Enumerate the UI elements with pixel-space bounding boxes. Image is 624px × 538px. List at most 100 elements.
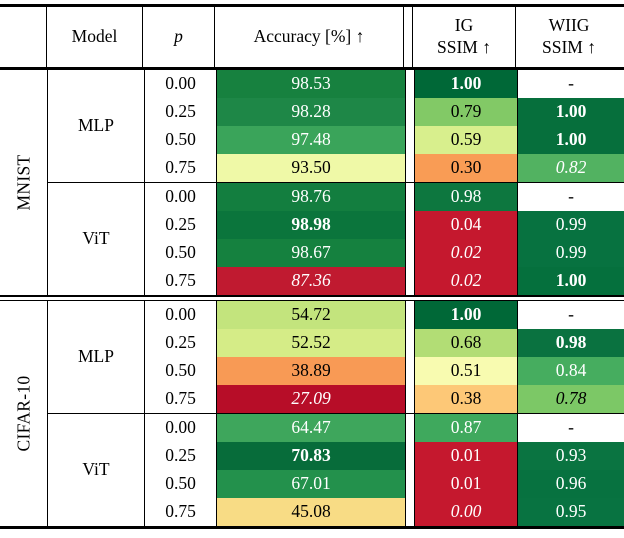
wiig-ssim-cell: 0.99 [518, 210, 624, 239]
table-row: 0.00 98.76 0.98 - [145, 182, 624, 211]
double-rule-gap [405, 125, 415, 154]
dataset-section: CIFAR-10 MLP 0.00 54.72 1.00 - 0.25 52.5… [0, 300, 624, 526]
accuracy-cell: 27.09 [217, 384, 405, 413]
wiig-ssim-cell: 0.78 [518, 384, 624, 413]
header-accuracy: Accuracy [%] ↑ [215, 7, 403, 67]
p-value: 0.25 [145, 210, 217, 239]
double-rule-gap [405, 328, 415, 357]
ig-ssim-cell: 0.87 [415, 413, 518, 442]
accuracy-cell: 98.28 [217, 97, 405, 126]
accuracy-cell: 64.47 [217, 413, 405, 442]
p-value: 0.00 [145, 413, 217, 442]
double-rule-gap [405, 300, 415, 329]
wiig-ssim-cell: 1.00 [518, 97, 624, 126]
p-value: 0.25 [145, 328, 217, 357]
table-row: 0.25 70.83 0.01 0.93 [145, 441, 624, 470]
group-rows: 0.00 98.53 1.00 - 0.25 98.28 0.79 1.00 0… [145, 69, 624, 182]
wiig-ssim-cell: 0.96 [518, 469, 624, 498]
double-rule-gap [405, 97, 415, 126]
wiig-ssim-cell: 0.99 [518, 238, 624, 267]
header-wiig-line2: SSIM ↑ [542, 37, 596, 57]
header-model-label: Model [71, 26, 118, 47]
accuracy-cell: 93.50 [217, 153, 405, 182]
dataset-label: MNIST [13, 154, 34, 210]
table-row: 0.00 64.47 0.87 - [145, 413, 624, 442]
wiig-ssim-cell: 0.95 [518, 497, 624, 526]
ig-ssim-cell: 0.98 [415, 182, 518, 211]
table-row: 0.50 97.48 0.59 1.00 [145, 125, 624, 154]
p-value: 0.75 [145, 497, 217, 526]
model-group: ViT 0.00 98.76 0.98 - 0.25 98.98 0.04 0.… [48, 181, 624, 295]
p-value: 0.00 [145, 182, 217, 211]
table-row: 0.25 98.28 0.79 1.00 [145, 97, 624, 126]
wiig-ssim-cell: 0.84 [518, 356, 624, 385]
table-row: 0.75 87.36 0.02 1.00 [145, 266, 624, 295]
bottom-rule [0, 525, 624, 529]
ig-ssim-cell: 0.51 [415, 356, 518, 385]
double-rule-gap [405, 210, 415, 239]
ig-ssim-cell: 0.30 [415, 153, 518, 182]
model-cell: MLP [48, 69, 145, 182]
ig-ssim-cell: 0.00 [415, 497, 518, 526]
accuracy-cell: 98.67 [217, 238, 405, 267]
model-cell: MLP [48, 300, 145, 413]
ig-ssim-cell: 1.00 [415, 300, 518, 329]
model-label: MLP [78, 115, 114, 135]
model-label: ViT [82, 228, 110, 248]
header-ig-ssim: IG SSIM ↑ [413, 7, 516, 67]
table-row: 0.50 67.01 0.01 0.96 [145, 469, 624, 498]
header-ig-line2: SSIM ↑ [437, 37, 491, 57]
accuracy-cell: 52.52 [217, 328, 405, 357]
p-value: 0.50 [145, 356, 217, 385]
model-cell: ViT [48, 182, 145, 295]
dataset-cell: MNIST [0, 69, 48, 295]
double-rule-gap [405, 384, 415, 413]
p-value: 0.25 [145, 441, 217, 470]
header-p-label: p [174, 26, 183, 47]
p-value: 0.25 [145, 97, 217, 126]
group-rows: 0.00 64.47 0.87 - 0.25 70.83 0.01 0.93 0… [145, 413, 624, 526]
double-rule-gap [405, 266, 415, 295]
model-group: MLP 0.00 54.72 1.00 - 0.25 52.52 0.68 0.… [48, 300, 624, 413]
accuracy-cell: 98.53 [217, 69, 405, 98]
p-value: 0.75 [145, 266, 217, 295]
table-row: 0.25 98.98 0.04 0.99 [145, 210, 624, 239]
group-rows: 0.00 98.76 0.98 - 0.25 98.98 0.04 0.99 0… [145, 182, 624, 295]
top-rule [0, 4, 624, 7]
double-rule-gap [405, 153, 415, 182]
table-header: Model p Accuracy [%] ↑ IG SSIM ↑ WIIG SS… [0, 7, 622, 67]
ig-ssim-cell: 1.00 [415, 69, 518, 98]
table-row: 0.00 98.53 1.00 - [145, 69, 624, 98]
ig-ssim-cell: 0.59 [415, 125, 518, 154]
header-model: Model [47, 7, 143, 67]
accuracy-cell: 98.98 [217, 210, 405, 239]
accuracy-cell: 54.72 [217, 300, 405, 329]
ig-ssim-cell: 0.68 [415, 328, 518, 357]
accuracy-cell: 70.83 [217, 441, 405, 470]
table-row: 0.75 93.50 0.30 0.82 [145, 153, 624, 182]
wiig-ssim-cell: 1.00 [518, 125, 624, 154]
model-group: ViT 0.00 64.47 0.87 - 0.25 70.83 0.01 0.… [48, 412, 624, 526]
double-rule-gap [405, 413, 415, 442]
p-value: 0.00 [145, 69, 217, 98]
model-cell: ViT [48, 413, 145, 526]
model-label: ViT [82, 459, 110, 479]
double-rule-gap [405, 69, 415, 98]
accuracy-cell: 67.01 [217, 469, 405, 498]
dataset-section: MNIST MLP 0.00 98.53 1.00 - 0.25 98.28 0… [0, 69, 624, 295]
table-row: 0.50 38.89 0.51 0.84 [145, 356, 624, 385]
double-rule-gap [405, 469, 415, 498]
p-value: 0.50 [145, 125, 217, 154]
accuracy-cell: 45.08 [217, 497, 405, 526]
table-row: 0.00 54.72 1.00 - [145, 300, 624, 329]
ig-ssim-cell: 0.38 [415, 384, 518, 413]
accuracy-cell: 97.48 [217, 125, 405, 154]
model-group: MLP 0.00 98.53 1.00 - 0.25 98.28 0.79 1.… [48, 69, 624, 182]
p-value: 0.50 [145, 238, 217, 267]
model-label: MLP [78, 346, 114, 366]
ig-ssim-cell: 0.04 [415, 210, 518, 239]
wiig-ssim-cell: 0.82 [518, 153, 624, 182]
wiig-ssim-cell: - [518, 413, 624, 442]
table-row: 0.50 98.67 0.02 0.99 [145, 238, 624, 267]
section-double-rule [0, 294, 624, 301]
